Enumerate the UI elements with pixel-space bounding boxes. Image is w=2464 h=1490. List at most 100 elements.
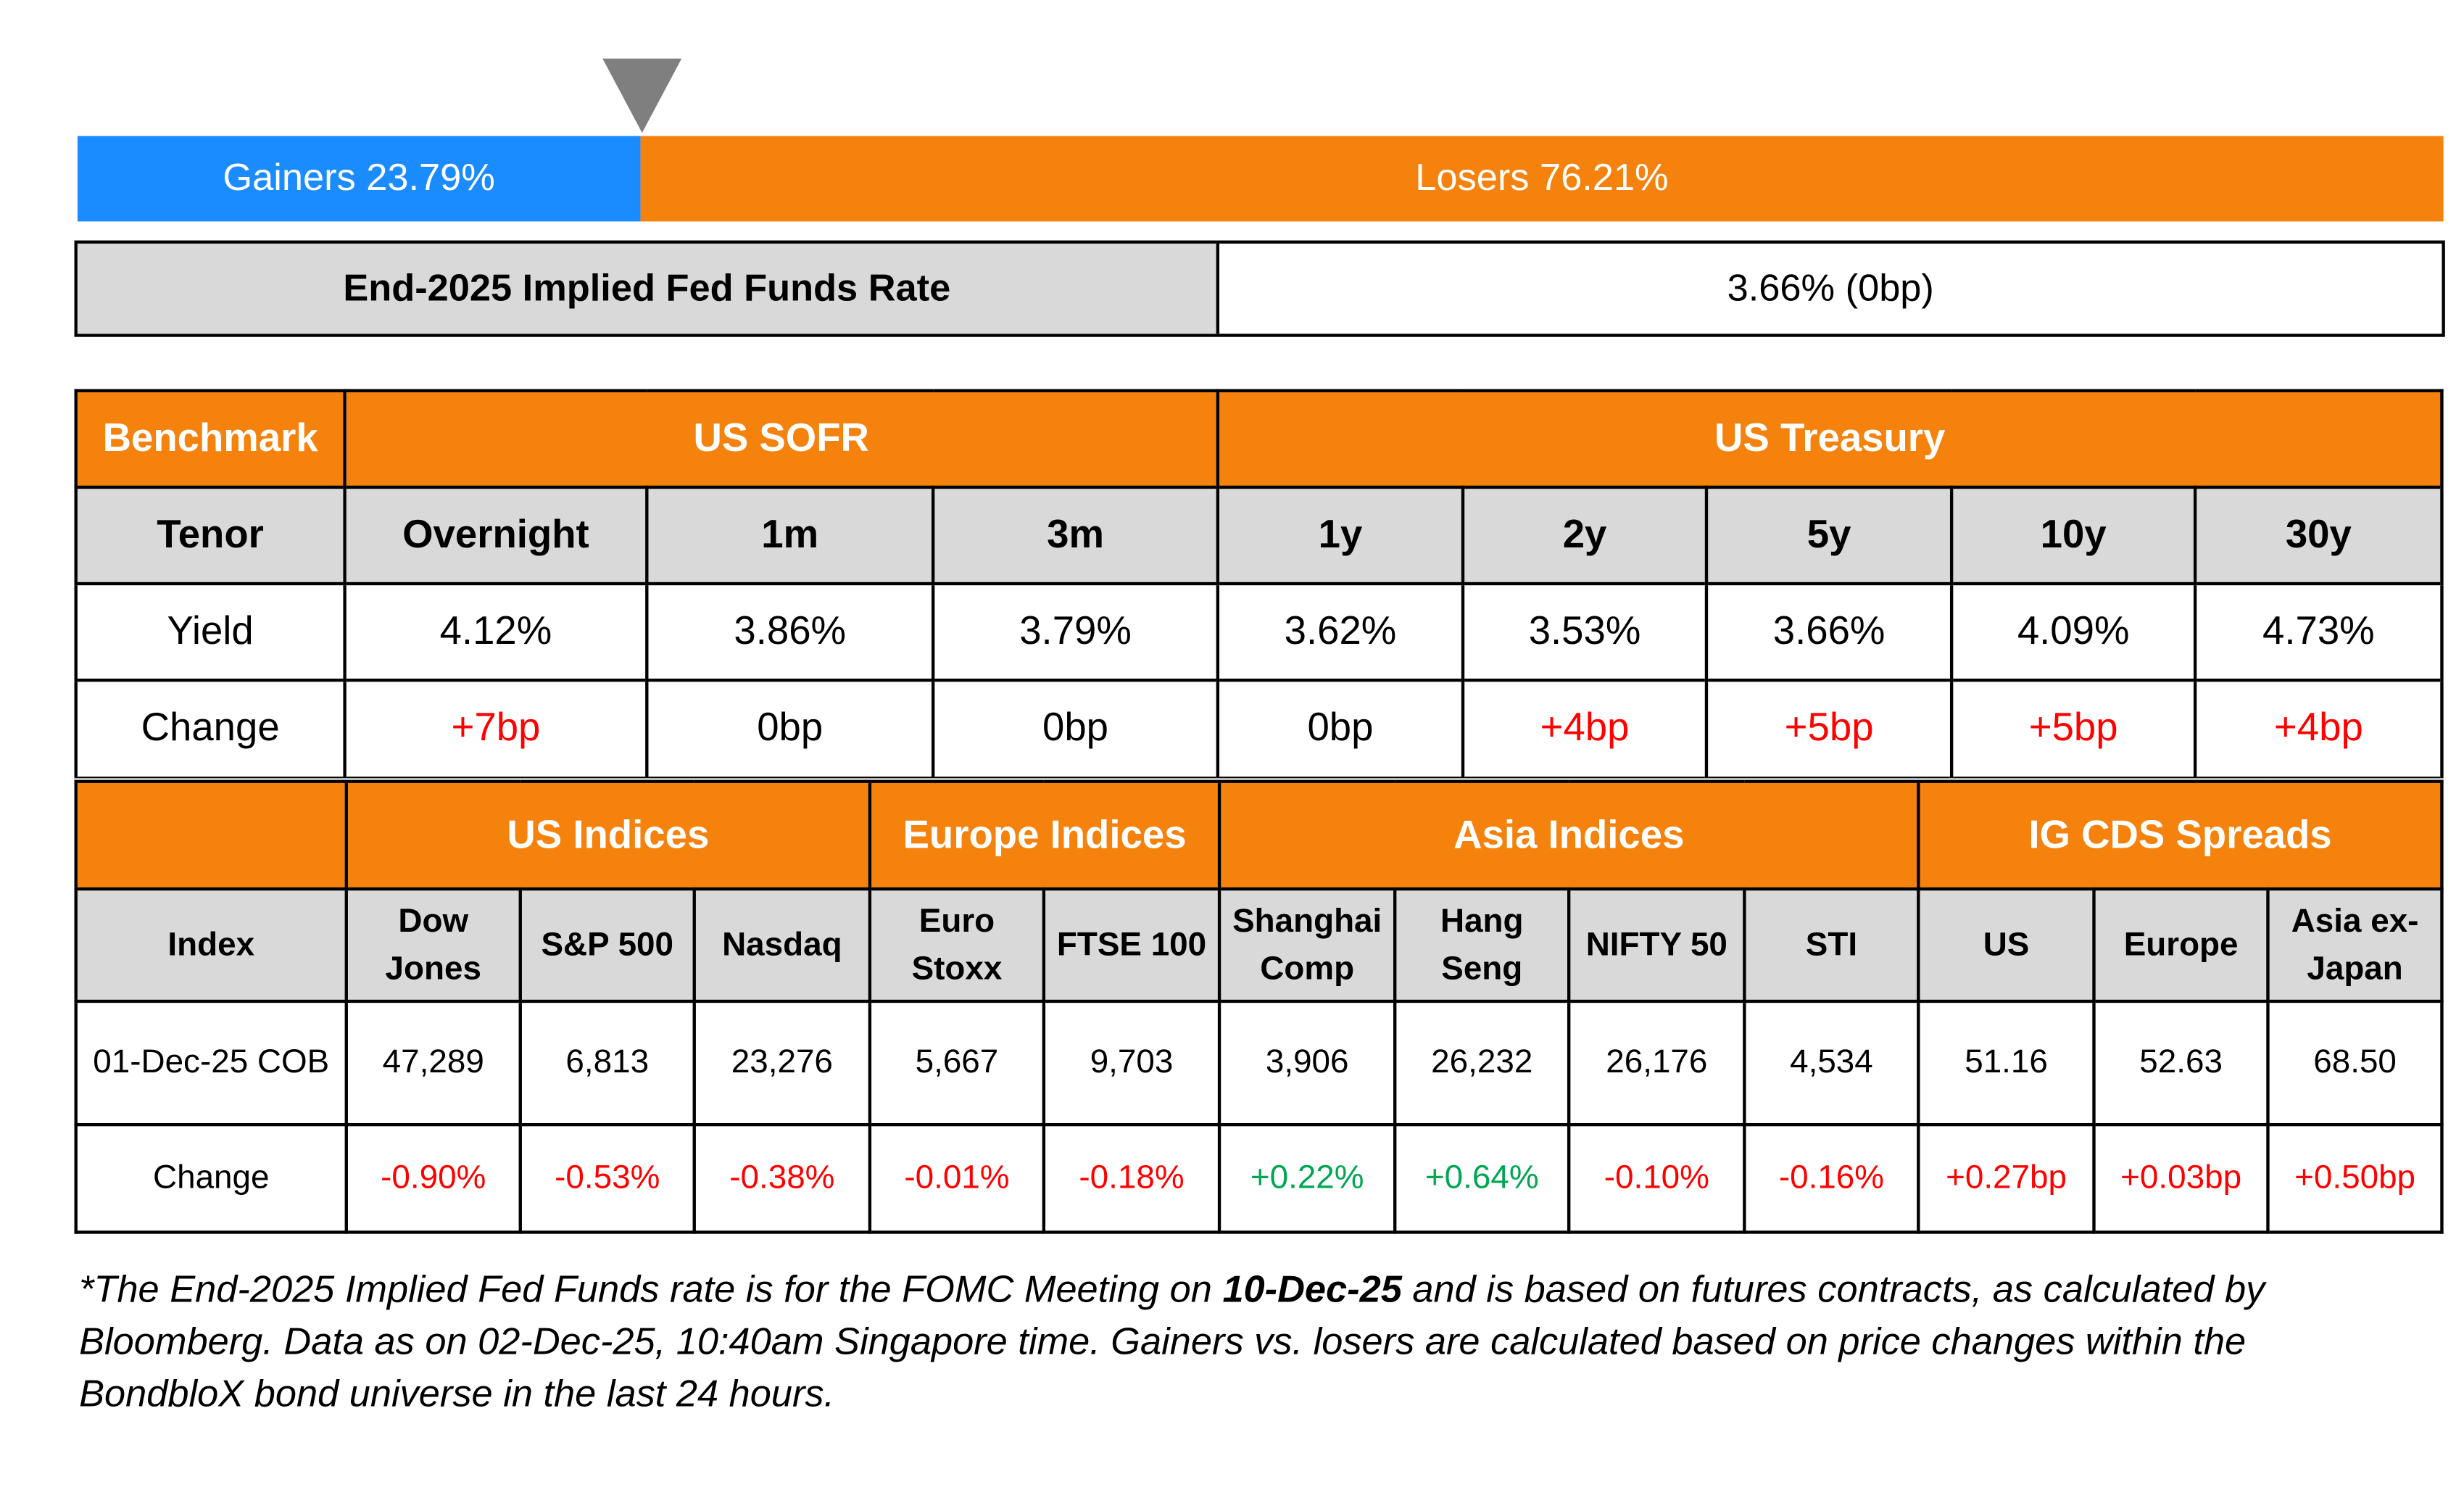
tenor-cell: 5y xyxy=(1704,485,1954,585)
losers-segment: Losers 76.21% xyxy=(640,136,2444,222)
gainers-losers-marker xyxy=(602,58,682,133)
index-change-label: Change xyxy=(74,1122,348,1234)
tenor-cell: Overnight xyxy=(343,485,649,585)
tenor-cell: 2y xyxy=(1461,485,1709,585)
index-name-line: STI xyxy=(1805,926,1858,963)
indices-group-header-row: US Indices Europe Indices Asia Indices I… xyxy=(74,779,2444,891)
index-value-cell: 68.50 xyxy=(2266,999,2444,1127)
tenor-cell: 3m xyxy=(931,485,1220,585)
index-name-line: Japan xyxy=(2307,950,2403,987)
yield-cell: 3.79% xyxy=(931,581,1220,682)
yield-cell: 4.73% xyxy=(2193,581,2444,682)
index-value-cell: 9,703 xyxy=(1042,999,1221,1127)
rates-group-header-row: Benchmark US SOFR US Treasury xyxy=(74,389,2444,489)
index-name-line: S&P 500 xyxy=(541,926,674,963)
index-name-line: Stoxx xyxy=(911,950,1003,987)
index-change-cell: -0.18% xyxy=(1042,1122,1221,1234)
index-change-cell: -0.53% xyxy=(518,1122,696,1234)
rate-change-label: Change xyxy=(74,678,347,778)
index-values-row: 01-Dec-25 COB 47,289 6,813 23,276 5,667 9,70… xyxy=(74,999,2444,1127)
losers-label: Losers 76.21% xyxy=(1415,156,1669,199)
index-name-line: Hang xyxy=(1440,902,1524,939)
index-name-line: Dow xyxy=(398,902,469,939)
gainers-losers-bar: Gainers 23.79% Losers 76.21% xyxy=(77,136,2444,222)
index-name-cell: Hang Seng xyxy=(1393,887,1571,1003)
index-name-cell: Asia ex- Japan xyxy=(2266,887,2444,1003)
yield-cell: 3.66% xyxy=(1704,581,1954,682)
yield-cell: 3.62% xyxy=(1216,581,1465,682)
index-name-cell: Europe xyxy=(2092,887,2270,1003)
treasury-group-header: US Treasury xyxy=(1216,389,2444,489)
index-names-row: Index Dow Jones S&P 500 Nasdaq Euro Stoxx FTSE… xyxy=(74,887,2444,1003)
indices-corner-cell xyxy=(74,779,348,891)
index-name-line: FTSE 100 xyxy=(1056,926,1207,963)
index-value-cell: 52.63 xyxy=(2092,999,2270,1127)
index-value-cell: 26,232 xyxy=(1393,999,1571,1127)
index-change-cell: +0.03bp xyxy=(2092,1122,2270,1234)
index-change-cell: -0.10% xyxy=(1567,1122,1746,1234)
index-changes-row: Change -0.90% -0.53% -0.38% -0.01% -0.18% +0.… xyxy=(74,1122,2444,1234)
index-name-cell: Euro Stoxx xyxy=(868,887,1046,1003)
index-value-cell: 4,534 xyxy=(1743,999,1920,1127)
tenor-cell: 30y xyxy=(2193,485,2444,585)
index-value-cell: 23,276 xyxy=(692,999,872,1127)
index-name-line: Asia ex- xyxy=(2291,902,2419,939)
rate-change-cell: +4bp xyxy=(1461,678,1709,778)
index-value-cell: 3,906 xyxy=(1217,999,1397,1127)
index-label: Index xyxy=(74,887,348,1003)
tenor-row: Tenor Overnight 1m 3m 1y 2y 5y 10y 30y xyxy=(74,485,2444,585)
index-name-line: US xyxy=(1983,926,2030,963)
rate-change-row: Change +7bp 0bp 0bp 0bp +4bp +5bp +5bp +… xyxy=(74,678,2444,778)
index-name-cell: STI xyxy=(1743,887,1920,1003)
index-name-line: Jones xyxy=(385,950,481,987)
yield-label: Yield xyxy=(74,581,347,682)
rates-table: Benchmark US SOFR US Treasury Tenor Over… xyxy=(74,389,2444,778)
index-name-line: Nasdaq xyxy=(722,926,842,963)
index-name-line: Shanghai xyxy=(1232,902,1382,939)
index-value-cell: 51.16 xyxy=(1917,999,2096,1127)
fed-funds-label: End-2025 Implied Fed Funds Rate xyxy=(77,243,1220,334)
index-name-cell: Shanghai Comp xyxy=(1217,887,1397,1003)
fed-funds-value: 3.66% (0bp) xyxy=(1727,266,1934,310)
index-change-cell: +0.50bp xyxy=(2266,1122,2444,1234)
index-name-cell: S&P 500 xyxy=(518,887,696,1003)
footnote-text-1: *The End-2025 Implied Fed Funds rate is … xyxy=(79,1268,1223,1312)
rate-change-cell: +5bp xyxy=(1949,678,2197,778)
tenor-label: Tenor xyxy=(74,485,347,585)
index-change-cell: +0.22% xyxy=(1217,1122,1397,1234)
index-value-cell: 26,176 xyxy=(1567,999,1746,1127)
index-date-label: 01-Dec-25 COB xyxy=(74,999,348,1127)
index-change-cell: -0.01% xyxy=(868,1122,1046,1234)
index-change-cell: +0.64% xyxy=(1393,1122,1571,1234)
index-name-line: Europe xyxy=(2123,926,2239,963)
yield-cell: 3.86% xyxy=(645,581,935,682)
index-value-cell: 5,667 xyxy=(868,999,1046,1127)
tenor-cell: 1y xyxy=(1216,485,1465,585)
tenor-cell: 10y xyxy=(1949,485,2197,585)
asia-indices-header: Asia Indices xyxy=(1217,779,1920,891)
gainers-label: Gainers 23.79% xyxy=(223,156,495,199)
indices-table: US Indices Europe Indices Asia Indices I… xyxy=(74,779,2444,1234)
index-name-cell: NIFTY 50 xyxy=(1567,887,1746,1003)
index-value-cell: 6,813 xyxy=(518,999,696,1127)
us-indices-header: US Indices xyxy=(344,779,872,891)
index-name-cell: Dow Jones xyxy=(344,887,522,1003)
index-value-cell: 47,289 xyxy=(344,999,522,1127)
ig-cds-header: IG CDS Spreads xyxy=(1917,779,2444,891)
yield-cell: 3.53% xyxy=(1461,581,1709,682)
index-name-cell: FTSE 100 xyxy=(1042,887,1221,1003)
index-name-cell: Nasdaq xyxy=(692,887,872,1003)
rate-change-cell: +4bp xyxy=(2193,678,2444,778)
index-change-cell: -0.90% xyxy=(344,1122,522,1234)
rate-change-cell: 0bp xyxy=(931,678,1220,778)
index-name-cell: US xyxy=(1917,887,2096,1003)
footnote-meeting-date: 10-Dec-25 xyxy=(1222,1268,1402,1312)
gainers-segment: Gainers 23.79% xyxy=(77,136,641,222)
index-name-line: NIFTY 50 xyxy=(1585,926,1727,963)
rate-change-cell: 0bp xyxy=(1216,678,1465,778)
index-change-cell: -0.38% xyxy=(692,1122,872,1234)
footnote-text-2: and is based on futures contracts, as ca… xyxy=(79,1268,2265,1416)
sofr-group-header: US SOFR xyxy=(343,389,1220,489)
rate-change-cell: 0bp xyxy=(645,678,935,778)
